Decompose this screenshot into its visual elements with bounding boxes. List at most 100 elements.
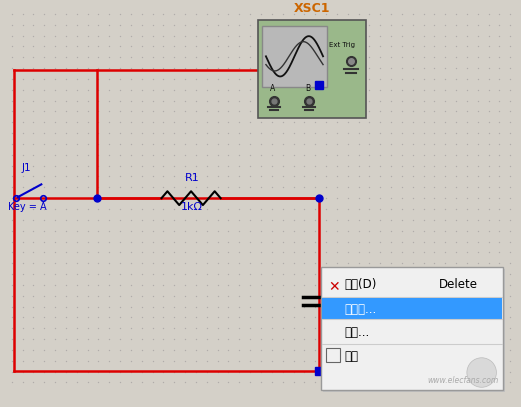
Point — [333, 368, 341, 375]
Point — [343, 54, 352, 61]
Point — [170, 151, 179, 158]
Point — [506, 357, 514, 364]
Point — [419, 368, 428, 375]
Point — [192, 249, 200, 256]
Point — [365, 357, 374, 364]
Point — [452, 65, 460, 71]
Point — [463, 217, 471, 223]
Point — [430, 260, 439, 267]
Point — [279, 336, 287, 342]
Point — [300, 43, 308, 50]
Bar — [326, 348, 340, 362]
Point — [225, 314, 233, 321]
Point — [452, 228, 460, 234]
Point — [419, 336, 428, 342]
Point — [419, 195, 428, 201]
Point — [40, 379, 48, 385]
Point — [279, 282, 287, 288]
Point — [257, 195, 265, 201]
Text: A: A — [270, 84, 275, 93]
Point — [376, 347, 384, 353]
Point — [235, 249, 243, 256]
Point — [398, 238, 406, 245]
Point — [29, 43, 38, 50]
Point — [354, 314, 363, 321]
Point — [225, 347, 233, 353]
Point — [289, 54, 297, 61]
Point — [354, 238, 363, 245]
Point — [268, 97, 276, 104]
Point — [235, 130, 243, 136]
Point — [257, 43, 265, 50]
Point — [246, 336, 254, 342]
Point — [116, 314, 125, 321]
Point — [474, 206, 482, 212]
Point — [127, 130, 135, 136]
Point — [51, 87, 59, 93]
Point — [279, 368, 287, 375]
Point — [376, 325, 384, 331]
Point — [181, 238, 189, 245]
Point — [289, 325, 297, 331]
Point — [225, 97, 233, 104]
Point — [365, 87, 374, 93]
Point — [333, 325, 341, 331]
Point — [246, 141, 254, 147]
Point — [300, 97, 308, 104]
Point — [51, 11, 59, 17]
Point — [419, 119, 428, 126]
Point — [235, 206, 243, 212]
Point — [246, 282, 254, 288]
Point — [463, 54, 471, 61]
Point — [246, 11, 254, 17]
Point — [246, 195, 254, 201]
Point — [300, 368, 308, 375]
Point — [474, 119, 482, 126]
Point — [279, 33, 287, 39]
Point — [8, 184, 16, 190]
Point — [18, 368, 27, 375]
Point — [40, 162, 48, 169]
Point — [300, 347, 308, 353]
Point — [214, 130, 222, 136]
Point — [343, 260, 352, 267]
Point — [398, 292, 406, 299]
Point — [452, 108, 460, 115]
Point — [192, 162, 200, 169]
Point — [289, 162, 297, 169]
Point — [463, 228, 471, 234]
Point — [398, 130, 406, 136]
Point — [441, 108, 450, 115]
Point — [365, 195, 374, 201]
Point — [116, 119, 125, 126]
Point — [387, 151, 395, 158]
Point — [138, 336, 146, 342]
Point — [452, 151, 460, 158]
Point — [8, 65, 16, 71]
Point — [257, 368, 265, 375]
Point — [192, 347, 200, 353]
Point — [203, 87, 211, 93]
Point — [116, 162, 125, 169]
Point — [246, 347, 254, 353]
Point — [452, 162, 460, 169]
Point — [506, 54, 514, 61]
Point — [214, 238, 222, 245]
Point — [365, 43, 374, 50]
Point — [311, 119, 319, 126]
Point — [289, 379, 297, 385]
Point — [333, 184, 341, 190]
Point — [506, 130, 514, 136]
Point — [343, 11, 352, 17]
Point — [235, 76, 243, 82]
Point — [300, 325, 308, 331]
Text: 属性: 属性 — [345, 350, 359, 363]
Point — [8, 162, 16, 169]
Point — [170, 43, 179, 50]
Point — [408, 87, 417, 93]
Point — [257, 141, 265, 147]
Point — [170, 357, 179, 364]
Point — [105, 195, 114, 201]
Point — [225, 282, 233, 288]
Point — [485, 108, 493, 115]
